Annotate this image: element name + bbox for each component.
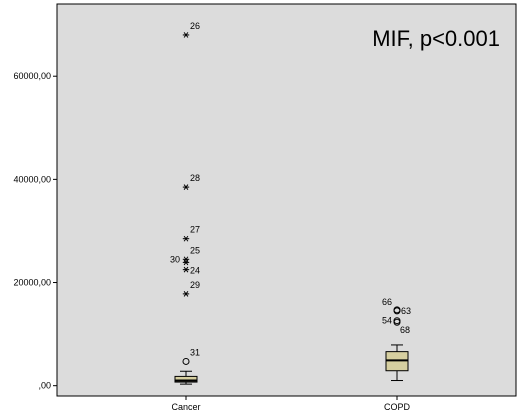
- outlier-label: 66: [382, 297, 392, 307]
- y-tick-label: 20000,00: [13, 278, 51, 288]
- outlier-point: [182, 32, 190, 38]
- outlier-point: [393, 317, 401, 325]
- iqr-box: [174, 375, 198, 383]
- y-tick-label: 40000,00: [13, 174, 51, 184]
- outlier-label: 26: [190, 21, 200, 31]
- outlier-circle: [393, 317, 401, 325]
- outlier-point: [393, 306, 401, 314]
- outlier-point: [182, 235, 190, 242]
- outlier-label: 27: [190, 225, 200, 235]
- x-tick-label: Cancer: [171, 402, 200, 412]
- outlier-circle: [393, 306, 401, 314]
- outlier-label: 28: [190, 173, 200, 183]
- outlier-point: [182, 357, 190, 365]
- outlier-label: 30: [170, 254, 180, 264]
- outlier-label: 54: [382, 316, 392, 326]
- outlier-label: 25: [190, 245, 200, 255]
- annotation-label: MIF, p<0.001: [372, 26, 500, 51]
- axes: ,00 20000,00 40000,00 60000,00 Cancer COPD: [13, 71, 410, 412]
- outlier-point: [182, 184, 190, 190]
- y-tick-label: 60000,00: [13, 71, 51, 81]
- y-tick-label: ,00: [38, 381, 51, 391]
- outlier-point: [182, 291, 190, 297]
- outlier-label: 29: [190, 280, 200, 290]
- x-tick-label: COPD: [384, 402, 411, 412]
- outlier-label: 31: [190, 347, 200, 357]
- outlier-point: [182, 266, 190, 273]
- outlier-point: [182, 256, 190, 263]
- chart-marks: 31 29 24 30 25 27 28 26 68 54 63 66: [170, 21, 411, 385]
- outlier-circle: [182, 357, 190, 365]
- box-copd: [385, 306, 409, 382]
- outlier-label: 68: [400, 325, 410, 335]
- box-cancer: [174, 32, 198, 385]
- outlier-label: 24: [190, 266, 200, 276]
- plot-area: [56, 3, 517, 397]
- outlier-label: 63: [401, 306, 411, 316]
